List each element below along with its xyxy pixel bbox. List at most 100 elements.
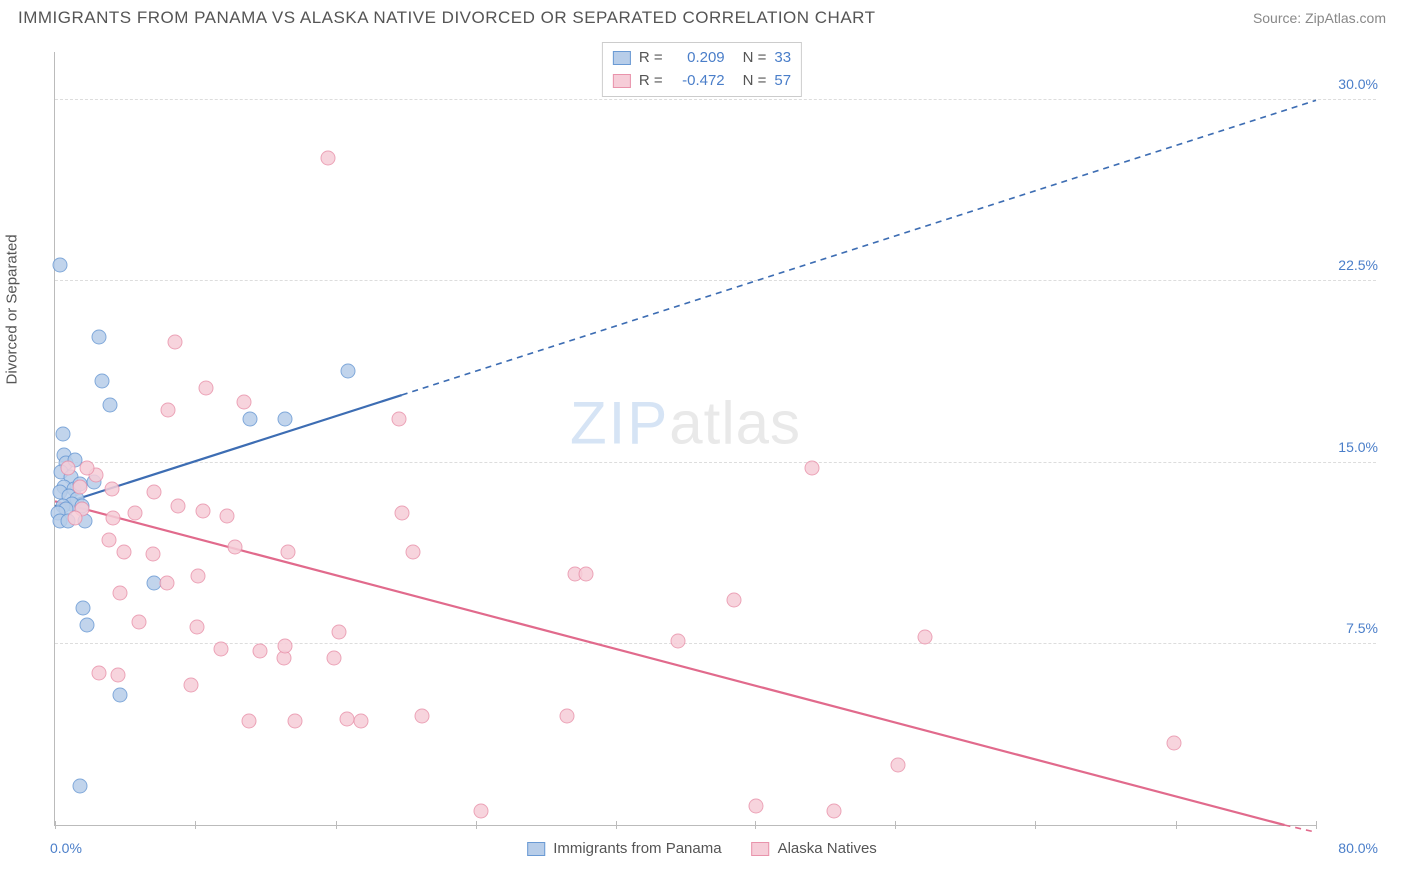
chart-title: IMMIGRANTS FROM PANAMA VS ALASKA NATIVE … (18, 8, 876, 28)
data-point-panama (76, 600, 91, 615)
swatch-panama-bottom (527, 842, 545, 856)
source-attribution: Source: ZipAtlas.com (1253, 10, 1386, 26)
data-point-panama (52, 257, 67, 272)
x-axis-max-label: 80.0% (1338, 840, 1378, 856)
data-point-alaska (196, 503, 211, 518)
data-point-alaska (213, 641, 228, 656)
data-point-alaska (104, 482, 119, 497)
r-value-panama: 0.209 (671, 47, 725, 70)
data-point-alaska (326, 651, 341, 666)
trend-lines-layer (55, 52, 1316, 825)
r-label-panama: R = (639, 47, 663, 70)
n-label-panama: N = (743, 47, 767, 70)
y-tick-label: 7.5% (1346, 620, 1378, 636)
legend-label-panama: Immigrants from Panama (553, 840, 721, 857)
legend-item-alaska: Alaska Natives (752, 840, 877, 857)
chart-header: IMMIGRANTS FROM PANAMA VS ALASKA NATIVE … (0, 0, 1406, 32)
x-axis-min-label: 0.0% (50, 840, 82, 856)
data-point-alaska (749, 798, 764, 813)
data-point-alaska (394, 506, 409, 521)
data-point-alaska (117, 545, 132, 560)
y-axis-label: Divorced or Separated (4, 234, 21, 384)
data-point-alaska (353, 714, 368, 729)
data-point-alaska (147, 484, 162, 499)
data-point-alaska (183, 677, 198, 692)
data-point-alaska (391, 412, 406, 427)
trendline-dash-panama (402, 100, 1316, 395)
data-point-alaska (227, 540, 242, 555)
r-label-alaska: R = (639, 70, 663, 93)
data-point-alaska (159, 576, 174, 591)
data-point-alaska (560, 709, 575, 724)
data-point-alaska (241, 714, 256, 729)
swatch-alaska-bottom (752, 842, 770, 856)
legend-label-alaska: Alaska Natives (778, 840, 877, 857)
data-point-alaska (415, 709, 430, 724)
plot-area: ZIPatlas 7.5%15.0%22.5%30.0% (54, 52, 1316, 826)
data-point-panama (55, 426, 70, 441)
swatch-panama (613, 51, 631, 65)
data-point-alaska (670, 634, 685, 649)
data-point-alaska (199, 380, 214, 395)
data-point-alaska (1167, 735, 1182, 750)
data-point-alaska (167, 334, 182, 349)
data-point-panama (92, 330, 107, 345)
data-point-panama (73, 779, 88, 794)
data-point-alaska (73, 479, 88, 494)
data-point-alaska (405, 545, 420, 560)
y-tick-label: 15.0% (1338, 439, 1378, 455)
data-point-alaska (131, 615, 146, 630)
x-tick (1316, 821, 1317, 829)
data-point-alaska (237, 395, 252, 410)
data-point-alaska (727, 593, 742, 608)
data-point-panama (112, 687, 127, 702)
data-point-alaska (101, 532, 116, 547)
data-point-alaska (145, 547, 160, 562)
data-point-alaska (128, 506, 143, 521)
data-point-alaska (579, 566, 594, 581)
data-point-alaska (281, 545, 296, 560)
data-point-alaska (219, 508, 234, 523)
data-point-alaska (804, 460, 819, 475)
y-tick-label: 22.5% (1338, 257, 1378, 273)
data-point-alaska (161, 402, 176, 417)
data-point-alaska (92, 665, 107, 680)
data-point-alaska (826, 803, 841, 818)
r-value-alaska: -0.472 (671, 70, 725, 93)
swatch-alaska (613, 74, 631, 88)
data-point-alaska (331, 624, 346, 639)
series-legend: Immigrants from Panama Alaska Natives (527, 840, 877, 857)
source-label: Source: (1253, 10, 1301, 26)
legend-item-panama: Immigrants from Panama (527, 840, 721, 857)
chart-container: Divorced or Separated ZIPatlas 7.5%15.0%… (18, 40, 1386, 862)
data-point-alaska (191, 569, 206, 584)
data-point-alaska (339, 711, 354, 726)
data-point-alaska (252, 644, 267, 659)
y-tick-label: 30.0% (1338, 76, 1378, 92)
n-value-panama: 33 (774, 47, 791, 70)
data-point-alaska (918, 629, 933, 644)
data-point-alaska (189, 619, 204, 634)
n-label-alaska: N = (743, 70, 767, 93)
data-point-panama (95, 373, 110, 388)
stats-row-alaska: R = -0.472 N = 57 (613, 70, 791, 93)
data-point-panama (278, 412, 293, 427)
data-point-alaska (278, 639, 293, 654)
data-point-panama (79, 617, 94, 632)
data-point-alaska (111, 668, 126, 683)
stats-row-panama: R = 0.209 N = 33 (613, 47, 791, 70)
data-point-alaska (68, 511, 83, 526)
stats-legend: R = 0.209 N = 33 R = -0.472 N = 57 (602, 42, 802, 97)
data-point-alaska (473, 803, 488, 818)
data-point-panama (103, 397, 118, 412)
data-point-alaska (112, 586, 127, 601)
trendline-dash-alaska (1284, 825, 1316, 832)
data-point-alaska (320, 151, 335, 166)
data-point-alaska (170, 499, 185, 514)
data-point-alaska (60, 460, 75, 475)
n-value-alaska: 57 (774, 70, 791, 93)
data-point-alaska (106, 511, 121, 526)
data-point-panama (243, 412, 258, 427)
source-name: ZipAtlas.com (1305, 10, 1386, 26)
data-point-alaska (891, 757, 906, 772)
